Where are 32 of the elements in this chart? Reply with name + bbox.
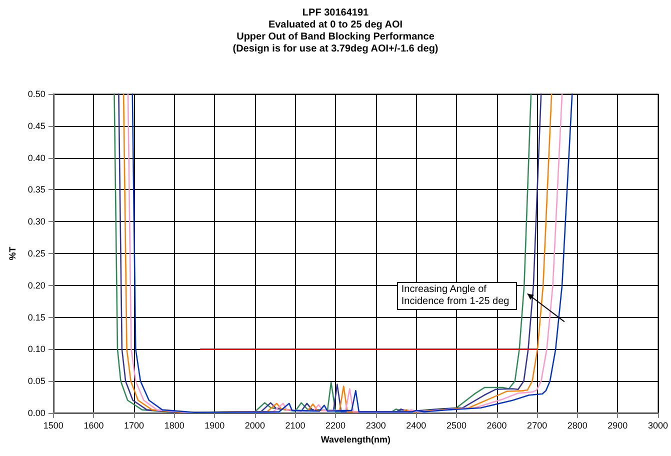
y-tick-label: 0.35 <box>28 184 46 195</box>
x-tick-label: 2400 <box>406 420 426 430</box>
annotation: Increasing Angle of Incidence from 1-25 deg <box>397 282 518 310</box>
y-tick-label: 0.30 <box>28 216 46 227</box>
chart-title: LPF 30164191 <box>302 8 370 18</box>
x-tick-label: 1600 <box>84 420 104 430</box>
x-tick-label: 2700 <box>527 420 548 430</box>
x-tick-label: 2200 <box>326 420 346 430</box>
chart-subtitle: Evaluated at 0 to 25 deg AOI Upper Out of Band Blocking Performance (Design is for use at 3.79deg AOI+/-1.6 deg) <box>232 20 438 54</box>
x-tick-label: 2500 <box>446 420 466 430</box>
x-tick-label: 2800 <box>567 420 588 430</box>
y-tick-label: 0.45 <box>28 120 46 131</box>
x-tick-label: 2000 <box>244 420 265 430</box>
x-tick-label: 1800 <box>164 420 184 430</box>
y-axis-title: %T <box>8 246 18 260</box>
x-axis-title: Wavelength(nm) <box>320 434 391 444</box>
y-tick-label: 0.50 <box>28 89 46 99</box>
x-tick-label: 2600 <box>486 420 507 430</box>
x-tick-label: 1700 <box>124 420 144 430</box>
x-tick-label: 2100 <box>285 420 306 430</box>
y-tick-label: 0.15 <box>28 312 46 322</box>
x-tick-label: 3000 <box>648 420 668 430</box>
y-tick-label: 0.05 <box>28 376 46 386</box>
y-tick-label: 0.25 <box>28 248 46 258</box>
y-tick-label: 0.20 <box>28 280 46 290</box>
y-tick-label: 0.10 <box>28 344 46 354</box>
x-tick-label: 1900 <box>204 420 225 430</box>
x-tick-label: 2900 <box>608 420 628 430</box>
x-tick-label: 1500 <box>43 420 64 430</box>
x-tick-label: 2300 <box>366 420 386 430</box>
y-tick-label: 0.00 <box>28 408 46 418</box>
y-tick-label: 0.40 <box>28 152 46 163</box>
